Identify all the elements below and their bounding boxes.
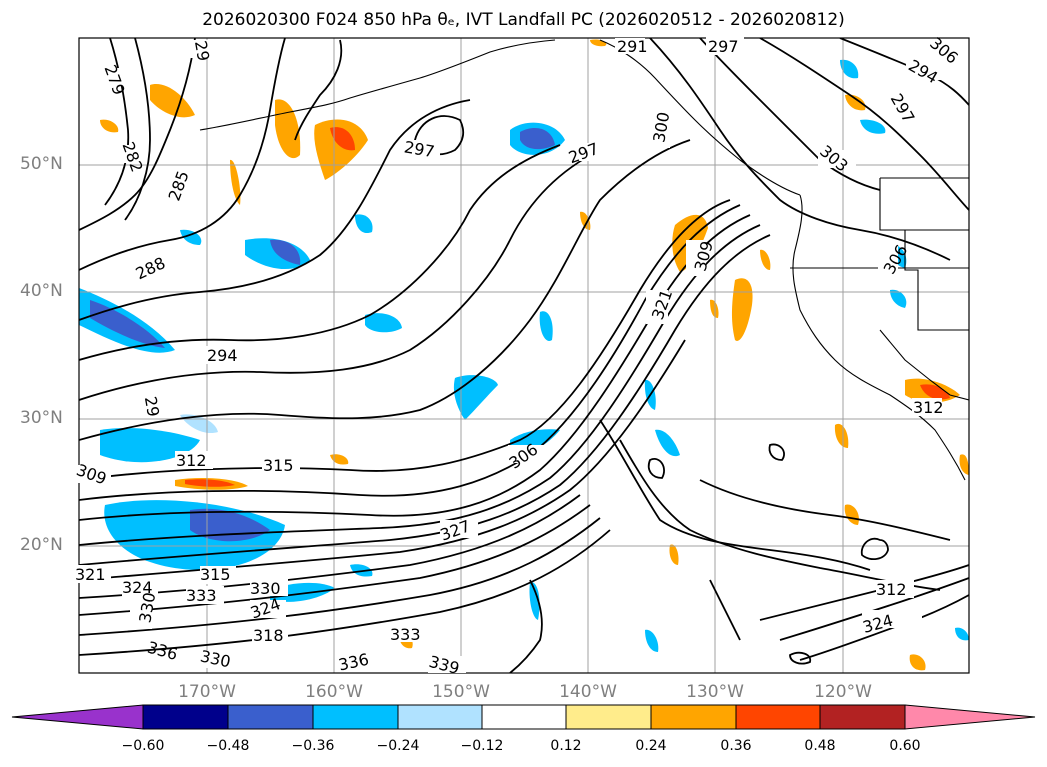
contour-label: 333 xyxy=(390,625,421,644)
blue-patch xyxy=(890,289,907,308)
colorbar-tick: −0.60 xyxy=(121,738,165,754)
lat-label-30n: 30°N xyxy=(20,408,63,428)
orange-patch xyxy=(959,454,969,475)
colorbar-extend-right xyxy=(904,704,1036,730)
colorbar-bin xyxy=(565,704,652,730)
blue-patch xyxy=(270,239,301,265)
contour-label: 321 xyxy=(75,565,106,584)
orange-patch xyxy=(185,479,235,487)
orange-patch xyxy=(669,544,679,565)
blue-patch xyxy=(655,429,680,457)
orange-patch xyxy=(760,249,771,270)
colorbar-tick: 0.36 xyxy=(720,738,752,754)
lon-label-130w: 130°W xyxy=(686,682,744,702)
colorbar-tick: 0.48 xyxy=(804,738,836,754)
map-title: 2026020300 F024 850 hPa θₑ, IVT Landfall… xyxy=(202,10,845,30)
blue-patch xyxy=(520,128,555,150)
blue-patch xyxy=(529,581,540,620)
contour-label: 294 xyxy=(207,346,238,365)
contour-label: 29 xyxy=(191,39,213,62)
orange-patch xyxy=(150,84,195,118)
orange-patch xyxy=(845,94,866,111)
contour-label: 330 xyxy=(250,579,281,598)
colorbar-tick: 0.60 xyxy=(889,738,921,754)
blue-patch xyxy=(90,300,165,348)
lat-label-40n: 40°N xyxy=(20,281,63,301)
blue-patch xyxy=(840,59,859,79)
blue-patch xyxy=(955,627,969,641)
blue-patch xyxy=(539,311,553,341)
orange-patch xyxy=(834,423,849,448)
colorbar-bin xyxy=(312,704,399,730)
lon-label-150w: 150°W xyxy=(432,682,490,702)
contour-label: 312 xyxy=(176,451,207,470)
orange-patch xyxy=(920,384,950,400)
colorbar-tick: −0.12 xyxy=(460,738,504,754)
orange-patch xyxy=(330,127,355,151)
lon-label-170w: 170°W xyxy=(178,682,236,702)
orange-patch xyxy=(731,278,753,341)
blue-patch xyxy=(365,313,402,333)
colorbar-bin xyxy=(142,704,229,730)
colorbar-tick: −0.36 xyxy=(291,738,335,754)
colorbar-tick: 0.24 xyxy=(635,738,667,754)
coastlines xyxy=(199,39,969,481)
blue-patch xyxy=(645,629,659,652)
contour-label: 315 xyxy=(200,565,231,584)
colorbar-bin xyxy=(735,704,821,730)
colorbar-bin xyxy=(481,704,567,730)
blue-patch xyxy=(355,214,373,234)
orange-patch xyxy=(710,299,719,318)
contour-label: 333 xyxy=(186,586,217,605)
colorbar-bin xyxy=(397,704,483,730)
lon-label-140w: 140°W xyxy=(559,682,617,702)
orange-patch xyxy=(909,654,926,671)
lon-label-160w: 160°W xyxy=(305,682,363,702)
plot-frame xyxy=(78,37,970,674)
contour-label: 312 xyxy=(876,580,907,599)
contour-label: 324 xyxy=(122,578,153,597)
colorbar-bin xyxy=(819,704,906,730)
orange-patch xyxy=(330,454,349,465)
colorbar-tick: −0.48 xyxy=(206,738,250,754)
colorbar-tick: 0.12 xyxy=(550,738,582,754)
lat-label-50n: 50°N xyxy=(20,154,63,174)
contour-label: 315 xyxy=(263,456,294,475)
contour-label: 29 xyxy=(141,395,163,418)
colorbar-tick: −0.24 xyxy=(376,738,420,754)
blue-patch xyxy=(453,375,498,420)
colorbar-extend-left xyxy=(11,704,144,730)
orange-patch xyxy=(100,119,119,133)
contour-label: 291 xyxy=(617,37,648,56)
lon-label-120w: 120°W xyxy=(814,682,872,702)
orange-patch xyxy=(230,159,241,205)
lat-label-20n: 20°N xyxy=(20,535,63,555)
contour-label: 312 xyxy=(913,398,944,417)
colorbar xyxy=(11,704,1036,730)
contour-label: 297 xyxy=(708,37,739,56)
orange-patch xyxy=(844,504,859,525)
contour-label: 318 xyxy=(253,626,284,645)
blue-patch xyxy=(860,119,886,134)
colorbar-bin xyxy=(227,704,314,730)
colorbar-bin xyxy=(650,704,737,730)
